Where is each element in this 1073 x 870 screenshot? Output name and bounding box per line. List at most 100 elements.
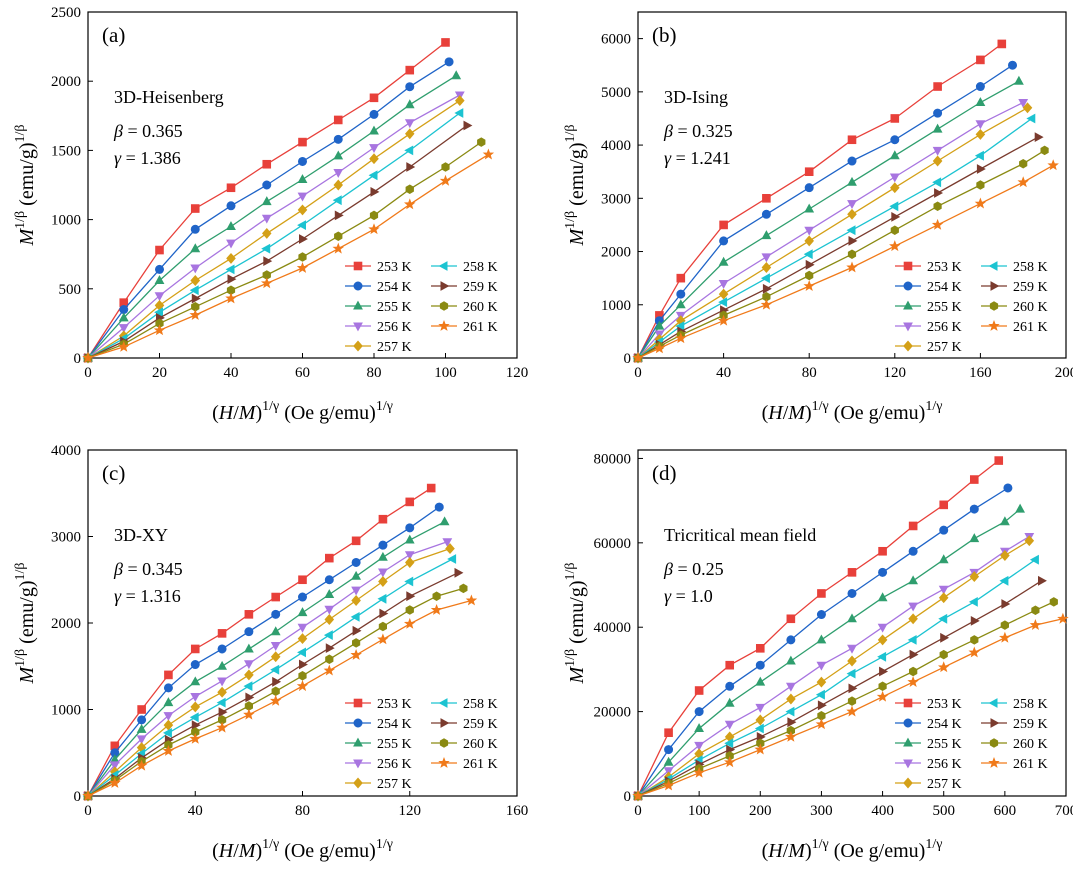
- data-point: [817, 700, 827, 711]
- data-point: [333, 169, 344, 178]
- data-point: [244, 627, 254, 637]
- legend-entry: 255 K: [345, 737, 412, 752]
- x-tick-label: 0: [84, 365, 92, 381]
- x-tick-label: 120: [506, 365, 529, 381]
- data-point: [890, 182, 900, 194]
- legend-entry: 257 K: [895, 777, 962, 792]
- x-title-part: M: [238, 402, 257, 424]
- data-point: [404, 145, 414, 156]
- legend-entry: 258 K: [431, 260, 498, 275]
- data-point: [217, 677, 228, 687]
- data-point: [297, 174, 308, 183]
- y-title-part: (emu/g): [16, 143, 38, 211]
- y-title-part: M: [16, 666, 38, 685]
- data-point: [785, 730, 797, 742]
- legend-marker: [439, 301, 449, 311]
- legend-marker: [353, 261, 363, 271]
- legend-label: 255 K: [377, 737, 412, 752]
- data-point: [968, 596, 978, 607]
- data-point: [270, 664, 280, 675]
- beta-symbol: β: [663, 559, 673, 579]
- x-tick-label: 100: [688, 803, 711, 819]
- x-title-exponent: 1/γ: [812, 399, 829, 414]
- legend-marker: [438, 261, 448, 271]
- legend-entry: 260 K: [431, 300, 498, 315]
- legend-entry: 253 K: [895, 260, 962, 275]
- series: [633, 102, 1033, 364]
- data-point: [718, 256, 729, 266]
- y-title-exponent: 1/β: [563, 124, 578, 142]
- data-point: [454, 108, 464, 118]
- data-point: [755, 714, 766, 726]
- data-point: [785, 706, 795, 717]
- x-tick-label: 80: [295, 803, 310, 819]
- data-point: [816, 661, 827, 671]
- data-point: [878, 546, 887, 556]
- legend-marker: [438, 756, 450, 768]
- data-point: [908, 575, 919, 585]
- y-title-exponent: 1/β: [13, 562, 28, 580]
- data-point: [190, 660, 200, 670]
- legend-marker: [903, 261, 913, 271]
- data-point: [324, 589, 335, 599]
- data-point: [632, 789, 644, 801]
- data-point: [323, 630, 333, 641]
- data-point: [297, 623, 308, 633]
- data-point: [847, 644, 857, 654]
- x-title-part: (Oe g/emu): [829, 402, 926, 424]
- series: [633, 39, 1007, 363]
- data-point: [378, 540, 388, 550]
- panel-label: (b): [652, 23, 677, 47]
- legend-marker: [990, 281, 1000, 291]
- data-point: [724, 720, 735, 730]
- data-point: [816, 634, 827, 644]
- series: [632, 612, 1069, 801]
- legend-label: 261 K: [1013, 757, 1048, 772]
- data-point: [189, 712, 199, 723]
- x-title-part: /: [783, 840, 789, 862]
- data-point: [933, 82, 942, 91]
- x-title-part: H: [218, 840, 235, 862]
- data-point: [455, 95, 465, 107]
- legend-entry: 257 K: [895, 340, 962, 355]
- data-point: [378, 514, 388, 524]
- gamma-symbol: γ: [664, 148, 672, 168]
- data-point: [225, 292, 237, 304]
- beta-annotation: β = 0.325: [663, 121, 733, 141]
- data-point: [378, 621, 388, 632]
- data-point: [787, 717, 797, 728]
- data-point: [970, 615, 980, 626]
- series: [83, 502, 444, 801]
- data-point: [877, 634, 888, 646]
- data-point: [653, 342, 666, 354]
- x-title-part: (: [762, 840, 769, 862]
- x-title-exponent: 1/γ: [925, 399, 942, 414]
- data-point: [694, 707, 704, 717]
- data-point: [243, 643, 254, 653]
- model-name: 3D-Heisenberg: [114, 87, 224, 107]
- legend-marker: [440, 281, 450, 291]
- plot-frame: [87, 449, 518, 797]
- series-line: [87, 141, 482, 359]
- legend-entry: 255 K: [895, 737, 962, 752]
- legend-entry: 256 K: [895, 320, 962, 335]
- legend-marker: [988, 698, 998, 708]
- data-point: [1022, 102, 1033, 114]
- legend-marker: [903, 777, 913, 789]
- data-point: [847, 200, 857, 210]
- data-point: [369, 153, 379, 165]
- data-point: [155, 245, 164, 255]
- data-point: [189, 309, 202, 321]
- x-title-exponent: 1/γ: [925, 837, 942, 852]
- legend-label: 258 K: [463, 260, 498, 275]
- x-tick-label: 120: [884, 365, 907, 381]
- data-point: [405, 184, 414, 194]
- data-point: [405, 128, 415, 140]
- series-line: [637, 535, 1030, 797]
- beta-value: = 0.325: [673, 121, 733, 141]
- data-point: [889, 150, 900, 160]
- y-title-exponent: 1/β: [13, 211, 28, 229]
- data-point: [803, 280, 815, 291]
- y-axis-title: M1/β (emu/g)1/β: [13, 124, 38, 246]
- data-point: [162, 744, 175, 756]
